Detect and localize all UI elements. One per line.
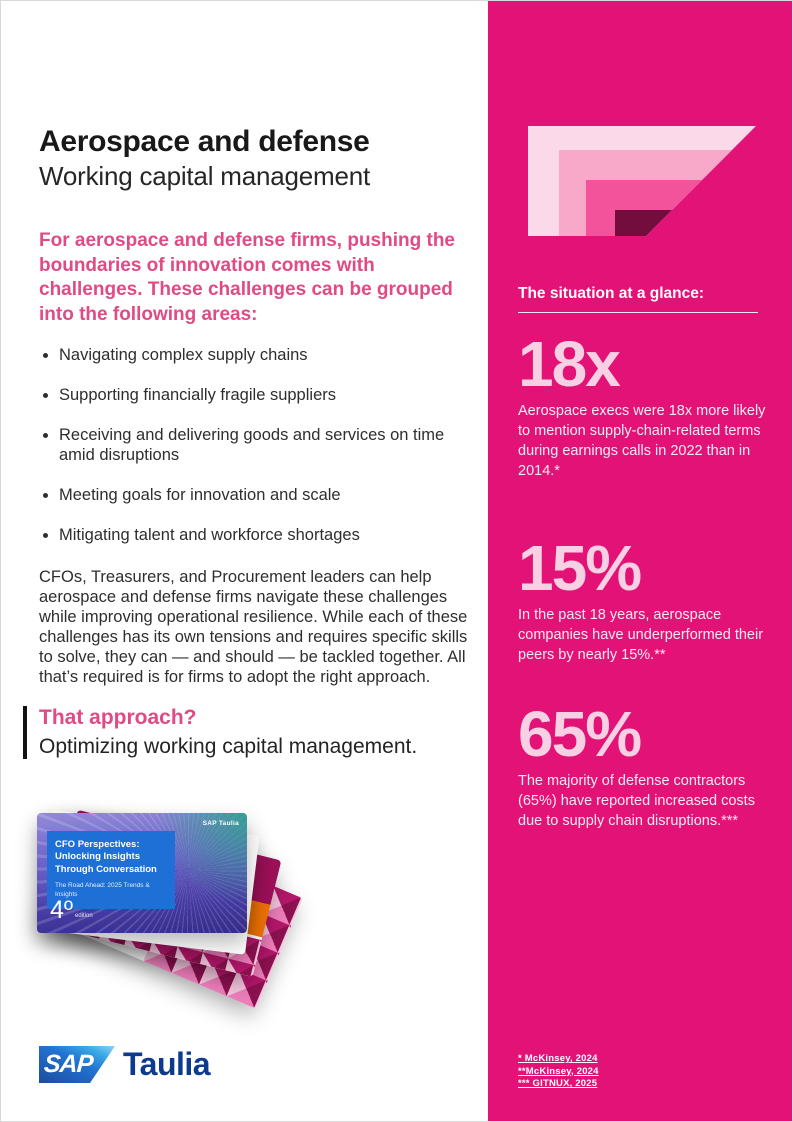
list-item: Supporting financially fragile suppliers	[59, 385, 467, 405]
stat-description: The majority of defense contractors (65%…	[518, 773, 755, 830]
challenges-list: Navigating complex supply chains Support…	[43, 345, 467, 565]
list-item: Receiving and delivering goods and servi…	[59, 425, 467, 465]
approach-heading: That approach?	[39, 706, 197, 729]
stat-description: Aerospace execs were 18x more likely to …	[518, 403, 766, 480]
sap-logo-text: SAP	[43, 1050, 94, 1078]
page-subtitle: Working capital management	[39, 161, 371, 191]
sidebar: The situation at a glance: 18x Aerospace…	[488, 1, 792, 1121]
list-item: Navigating complex supply chains	[59, 345, 467, 365]
footnote-link-mckinsey-2[interactable]: **McKinsey, 2024	[518, 1065, 599, 1077]
card-title: CFO Perspectives: Unlocking Insights Thr…	[55, 839, 157, 875]
nested-corner-graphic	[528, 126, 756, 236]
footnote-link-gitnux[interactable]: *** GITNUX, 2025	[518, 1078, 598, 1089]
callout-rule	[23, 706, 27, 759]
card-title-box: CFO Perspectives: Unlocking Insights Thr…	[47, 831, 175, 909]
intro-paragraph: For aerospace and defense firms, pushing…	[39, 230, 455, 325]
edition-label: edition	[75, 913, 93, 919]
stat-description: In the past 18 years, aerospace companie…	[518, 607, 764, 664]
body-paragraph: CFOs, Treasurers, and Procurement leader…	[39, 568, 468, 686]
sap-logo-icon: SAP	[39, 1046, 115, 1083]
sap-taulia-logo: SAP Taulia	[39, 1046, 211, 1083]
stat-block-18x: 18x Aerospace execs were 18x more likely…	[518, 328, 770, 481]
stat-block-65pct: 65% The majority of defense contractors …	[518, 698, 770, 831]
page-title: Aerospace and defense	[39, 125, 370, 158]
card-subtitle: The Road Ahead: 2025 Trends & Insights	[55, 882, 150, 898]
taulia-logo-text: Taulia	[123, 1046, 211, 1082]
stat-block-15pct: 15% In the past 18 years, aerospace comp…	[518, 532, 770, 665]
footnote-link-mckinsey-1[interactable]: * McKinsey, 2024	[518, 1053, 598, 1064]
edition-number: 4º	[50, 896, 74, 924]
report-card-front: SAP Taulia CFO Perspectives: Unlocking I…	[37, 813, 247, 933]
card-brand-logo: SAP Taulia	[202, 820, 239, 827]
list-item: Meeting goals for innovation and scale	[59, 485, 467, 505]
stat-value: 18x	[518, 328, 621, 400]
approach-callout: That approach? Optimizing working capita…	[23, 706, 417, 759]
stat-value: 65%	[518, 698, 642, 770]
report-thumbnail-stack: SAP Taulia CFO Perspectives: Unlocking I…	[31, 799, 303, 1039]
stat-value: 15%	[518, 532, 642, 604]
sidebar-heading: The situation at a glance:	[518, 285, 758, 313]
footnotes: * McKinsey, 2024 **McKinsey, 2024 *** GI…	[518, 1053, 599, 1091]
left-column: Aerospace and defense Working capital ma…	[1, 1, 488, 1121]
list-item: Mitigating talent and workforce shortage…	[59, 525, 467, 545]
card-edition: 4º edition	[50, 898, 93, 923]
approach-text: Optimizing working capital management.	[39, 735, 418, 758]
